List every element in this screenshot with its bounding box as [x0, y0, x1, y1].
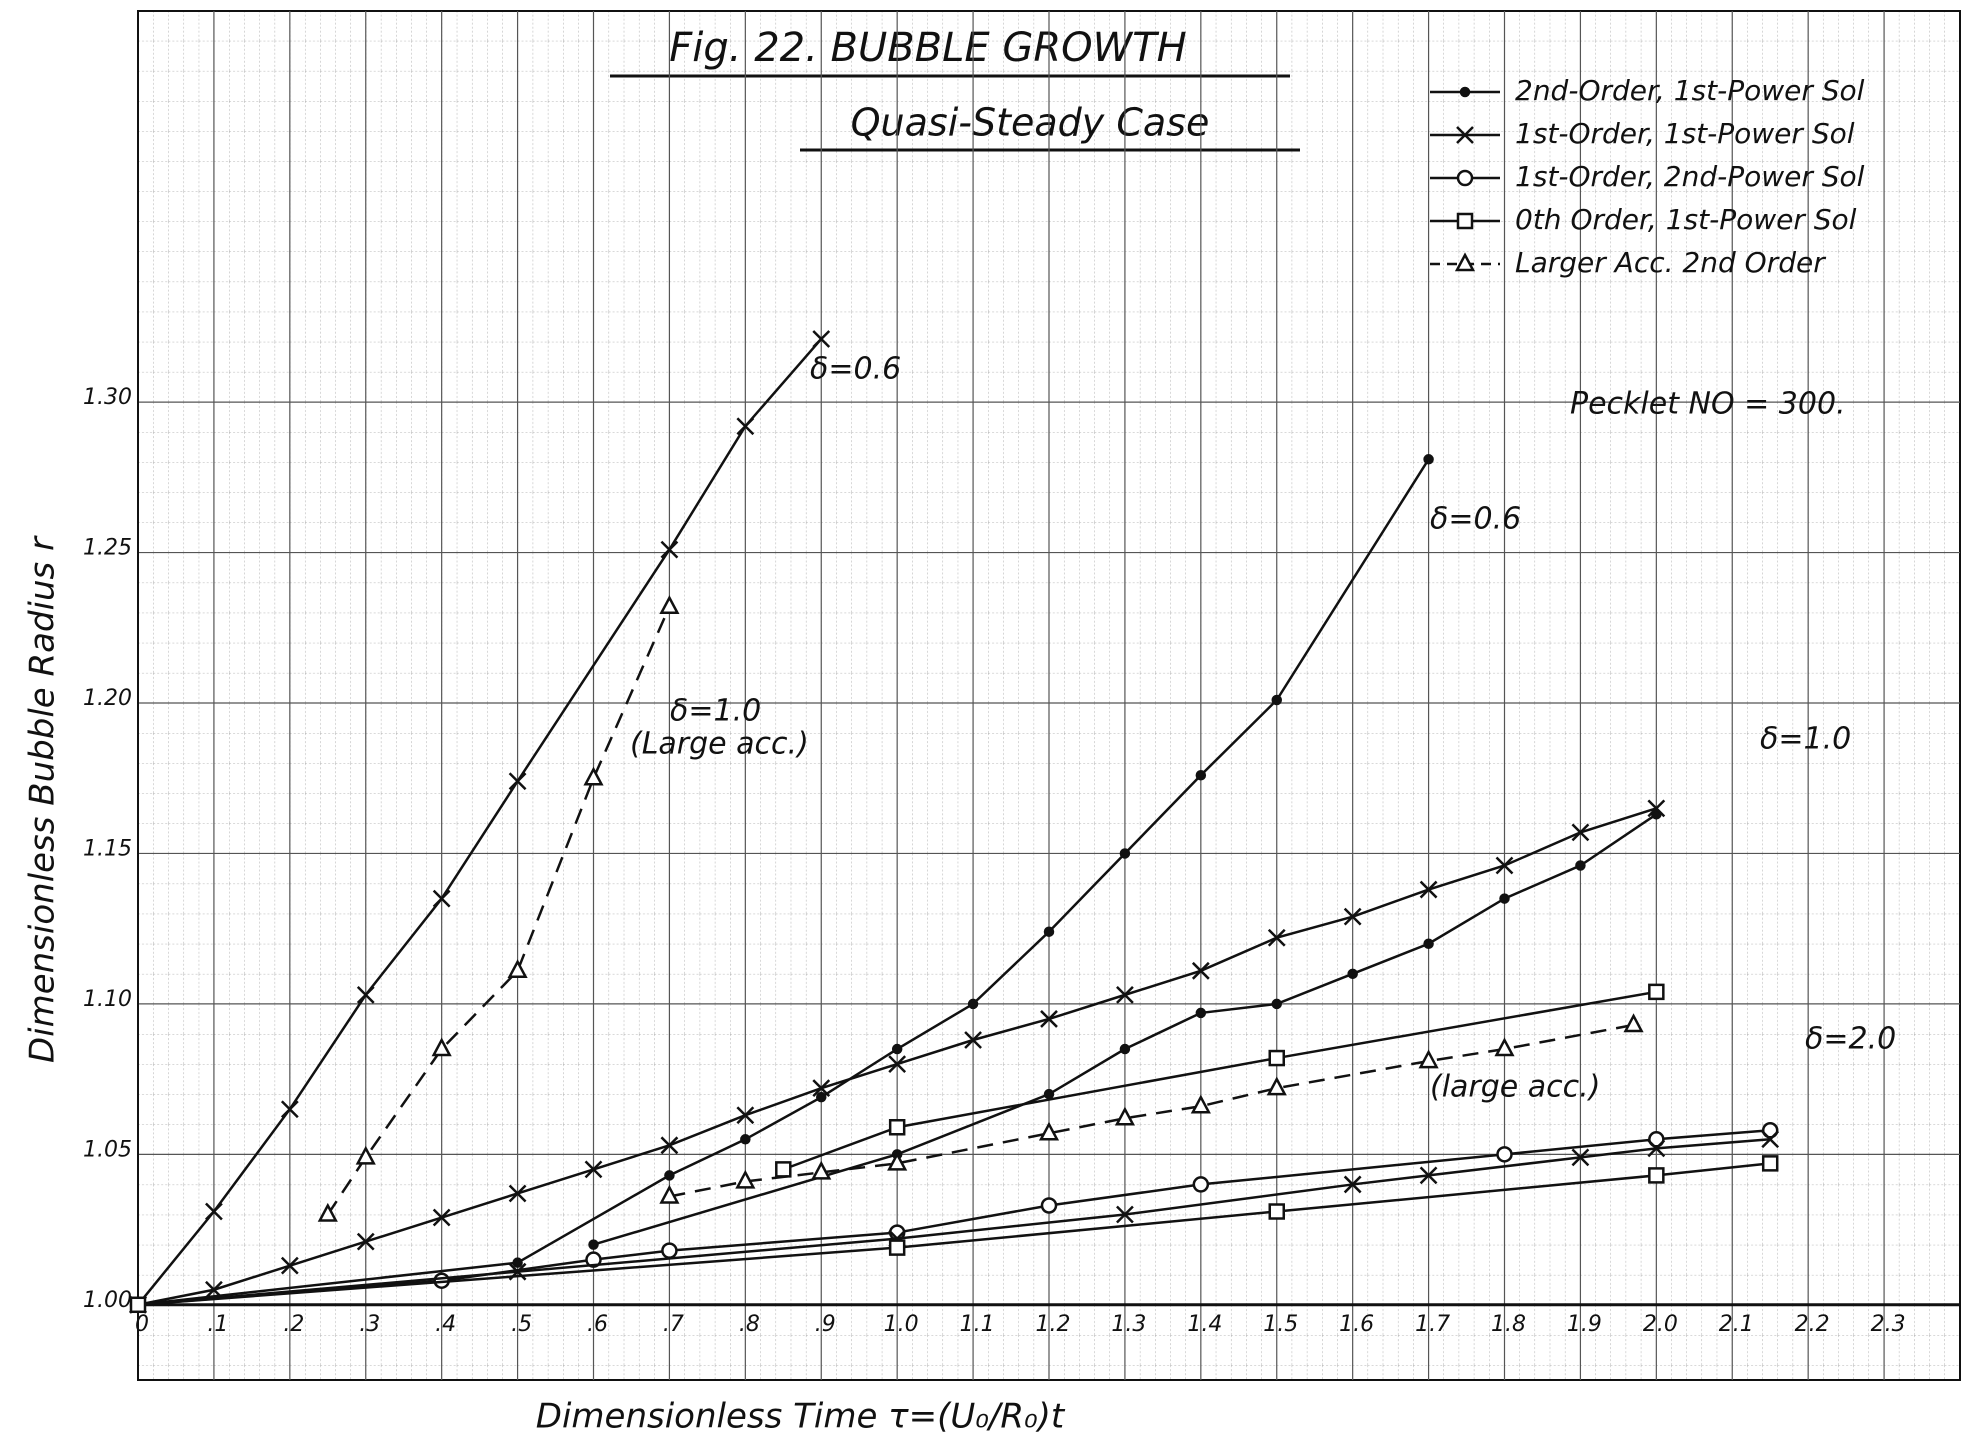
- legend-label: 2nd-Order, 1st-Power Sol: [1515, 74, 1865, 107]
- point: [1349, 970, 1357, 978]
- point: [1649, 985, 1663, 999]
- point: [1425, 940, 1433, 948]
- x-tick-label: 1.1: [960, 1312, 995, 1337]
- annotation: δ=2.0: [1805, 1022, 1896, 1057]
- y-tick-label: 1.15: [83, 836, 132, 861]
- point: [1270, 1051, 1284, 1065]
- x-axis-label: Dimensionless Time τ=(U₀/R₀)t: [536, 1397, 1066, 1437]
- point: [1042, 1198, 1056, 1212]
- point: [1461, 88, 1469, 96]
- point: [1458, 171, 1472, 185]
- legend-label: 0th Order, 1st-Power Sol: [1515, 203, 1857, 236]
- point: [590, 1241, 598, 1249]
- annotation: (large acc.): [1430, 1070, 1600, 1105]
- point: [817, 1093, 825, 1101]
- x-tick-label: 2.3: [1871, 1312, 1906, 1337]
- chart: Fig. 22. BUBBLE GROWTH Quasi-Steady Case…: [0, 0, 1967, 1443]
- legend-label: Larger Acc. 2nd Order: [1515, 246, 1826, 279]
- point: [1045, 928, 1053, 936]
- x-tick-label: .8: [739, 1312, 760, 1337]
- point: [514, 1259, 522, 1267]
- legend-label: 1st-Order, 2nd-Power Sol: [1515, 160, 1865, 193]
- point: [1121, 1045, 1129, 1053]
- point: [1652, 810, 1660, 818]
- point: [1273, 696, 1281, 704]
- point: [893, 1045, 901, 1053]
- x-tick-label: 2.1: [1719, 1312, 1754, 1337]
- point: [1763, 1156, 1777, 1170]
- point: [1501, 895, 1509, 903]
- annotation: Pecklet NO = 300.: [1570, 387, 1846, 422]
- x-tick-label: 1.4: [1187, 1312, 1222, 1337]
- point: [1576, 861, 1584, 869]
- y-tick-label: 1.00: [83, 1288, 132, 1313]
- y-tick-label: 1.25: [83, 536, 132, 561]
- point: [776, 1162, 790, 1176]
- point: [665, 1171, 673, 1179]
- chart-title: Fig. 22. BUBBLE GROWTH: [669, 25, 1186, 71]
- point: [741, 1135, 749, 1143]
- point: [1649, 1168, 1663, 1182]
- y-tick-label: 1.20: [83, 686, 132, 711]
- point: [1121, 849, 1129, 857]
- annotation: δ=1.0: [670, 694, 761, 729]
- point: [1045, 1090, 1053, 1098]
- y-tick-label: 1.30: [83, 385, 132, 410]
- point: [890, 1120, 904, 1134]
- x-tick-label: .2: [283, 1312, 304, 1337]
- point: [1425, 455, 1433, 463]
- x-tick-label: .6: [587, 1312, 608, 1337]
- chart-subtitle: Quasi-Steady Case: [851, 101, 1210, 145]
- point: [662, 1244, 676, 1258]
- x-tick-label: .5: [511, 1312, 532, 1337]
- point: [1197, 1009, 1205, 1017]
- point: [1270, 1205, 1284, 1219]
- x-tick-label: .1: [207, 1312, 228, 1337]
- legend-label: 1st-Order, 1st-Power Sol: [1515, 117, 1855, 150]
- annotation: δ=1.0: [1760, 722, 1851, 757]
- x-tick-label: .4: [435, 1312, 456, 1337]
- x-tick-label: 1.2: [1036, 1312, 1071, 1337]
- point: [131, 1298, 145, 1312]
- x-tick-label: 2.2: [1795, 1312, 1830, 1337]
- annotation: (Large acc.): [630, 727, 809, 762]
- x-tick-label: .9: [815, 1312, 836, 1337]
- x-tick-label: .7: [663, 1312, 684, 1337]
- y-axis-label: Dimensionless Bubble Radius r: [23, 535, 63, 1063]
- point: [1458, 214, 1472, 228]
- point: [1273, 1000, 1281, 1008]
- annotation: δ=0.6: [810, 352, 901, 387]
- x-tick-label: 1.8: [1491, 1312, 1526, 1337]
- x-tick-label: 2.0: [1643, 1312, 1678, 1337]
- point: [1498, 1147, 1512, 1161]
- x-tick-label: .3: [359, 1312, 380, 1337]
- point: [1194, 1177, 1208, 1191]
- x-tick-label: 1.9: [1567, 1312, 1602, 1337]
- x-tick-label: 1.0: [884, 1312, 919, 1337]
- x-tick-label: 1.5: [1263, 1312, 1298, 1337]
- point: [1197, 771, 1205, 779]
- annotation: δ=0.6: [1430, 502, 1521, 537]
- y-tick-label: 1.10: [83, 987, 132, 1012]
- y-tick-label: 1.05: [83, 1137, 132, 1162]
- x-tick-label: 1.3: [1111, 1312, 1146, 1337]
- point: [890, 1241, 904, 1255]
- x-tick-label: 1.6: [1339, 1312, 1374, 1337]
- point: [969, 1000, 977, 1008]
- x-tick-label: 1.7: [1415, 1312, 1450, 1337]
